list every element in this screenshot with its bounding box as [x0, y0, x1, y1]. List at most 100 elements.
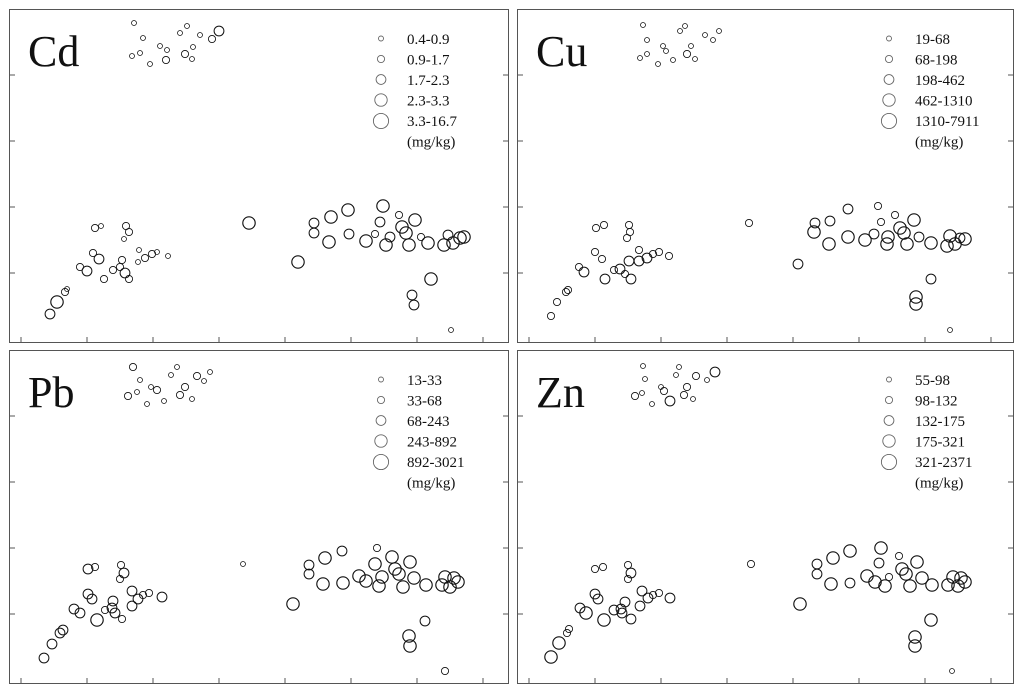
- data-point: [115, 262, 125, 272]
- legend-label: 19-68: [915, 32, 950, 48]
- legend-label: 132-175: [915, 414, 965, 430]
- data-point: [614, 263, 626, 275]
- data-point: [670, 57, 676, 63]
- data-point: [599, 220, 609, 230]
- data-point: [82, 563, 94, 575]
- panel-cd: Cd 0.4-0.9 0.9-1.7 1.7-2.3 2.3-3.3 3.3-16.7 (m…: [9, 9, 509, 343]
- data-point: [880, 237, 894, 251]
- data-point: [608, 604, 620, 616]
- data-point: [659, 386, 669, 396]
- data-point: [793, 597, 807, 611]
- data-point: [664, 592, 676, 604]
- data-point: [424, 272, 438, 286]
- data-point: [129, 53, 135, 59]
- data-point: [876, 217, 886, 227]
- data-point: [388, 562, 402, 576]
- data-point: [374, 216, 386, 228]
- legend-unit: (mg/kg): [915, 476, 963, 492]
- data-point: [590, 247, 600, 257]
- data-point: [175, 390, 185, 400]
- data-point: [648, 249, 658, 259]
- legend-symbol: [880, 112, 898, 130]
- data-point: [385, 550, 399, 564]
- legend-label: 3.3-16.7: [407, 114, 457, 130]
- data-point: [811, 568, 823, 580]
- data-point: [308, 217, 320, 229]
- legend-unit: (mg/kg): [915, 135, 963, 151]
- data-point: [379, 238, 393, 252]
- data-point: [119, 267, 131, 279]
- data-point: [824, 215, 836, 227]
- data-point: [372, 543, 382, 553]
- data-point: [941, 578, 955, 592]
- data-point: [842, 203, 854, 215]
- data-point: [421, 236, 435, 250]
- data-point: [402, 238, 416, 252]
- data-point: [117, 255, 127, 265]
- legend-label: 13-33: [407, 373, 442, 389]
- data-point: [144, 401, 150, 407]
- data-point: [134, 389, 140, 395]
- data-point: [841, 230, 855, 244]
- data-point: [574, 262, 584, 272]
- data-point: [443, 580, 457, 594]
- data-point: [552, 297, 562, 307]
- data-point: [648, 590, 658, 600]
- data-point: [147, 61, 153, 67]
- data-point: [746, 559, 756, 569]
- data-point: [807, 225, 821, 239]
- data-point: [100, 605, 110, 615]
- data-point: [682, 23, 688, 29]
- data-point: [140, 253, 150, 263]
- data-point: [126, 585, 138, 597]
- data-point: [446, 236, 460, 250]
- legend-label: 68-198: [915, 53, 958, 69]
- data-point: [124, 274, 134, 284]
- data-point: [744, 218, 754, 228]
- data-point: [826, 551, 840, 565]
- data-point: [419, 615, 431, 627]
- legend-symbol: [376, 395, 386, 405]
- data-point: [639, 390, 645, 396]
- legend-label: 175-321: [915, 435, 965, 451]
- data-point: [654, 588, 664, 598]
- element-label: Cu: [536, 27, 587, 76]
- data-point: [597, 613, 611, 627]
- legend-label: 321-2371: [915, 455, 973, 471]
- data-point: [131, 20, 137, 26]
- data-point: [625, 613, 637, 625]
- legend-symbol: [886, 35, 892, 42]
- data-point: [123, 391, 133, 401]
- legend-label: 33-68: [407, 394, 442, 410]
- data-point: [136, 247, 142, 253]
- legend-symbol: [880, 453, 898, 471]
- data-point: [868, 228, 880, 240]
- data-point: [915, 571, 929, 585]
- data-point: [811, 558, 823, 570]
- panel-pb: Pb 13-33 33-68 68-243 243-892 892-3021 (mg/kg): [9, 350, 509, 684]
- data-point: [98, 223, 104, 229]
- data-point: [375, 570, 389, 584]
- data-point: [291, 255, 305, 269]
- data-point: [396, 580, 410, 594]
- data-point: [843, 544, 857, 558]
- legend-symbol: [886, 376, 892, 383]
- data-point: [792, 258, 804, 270]
- data-point: [634, 600, 646, 612]
- data-point: [213, 25, 225, 37]
- legend-symbol: [884, 54, 894, 64]
- data-point: [623, 574, 633, 584]
- element-label: Pb: [28, 368, 74, 417]
- data-point: [709, 366, 721, 378]
- legend-label: 98-132: [915, 394, 958, 410]
- data-point: [154, 249, 160, 255]
- data-point: [190, 44, 196, 50]
- data-point: [99, 274, 109, 284]
- data-point: [903, 579, 917, 593]
- data-point: [890, 210, 900, 220]
- data-point: [599, 273, 611, 285]
- data-point: [958, 232, 972, 246]
- data-point: [654, 247, 664, 257]
- data-point: [592, 593, 604, 605]
- data-point: [368, 557, 382, 571]
